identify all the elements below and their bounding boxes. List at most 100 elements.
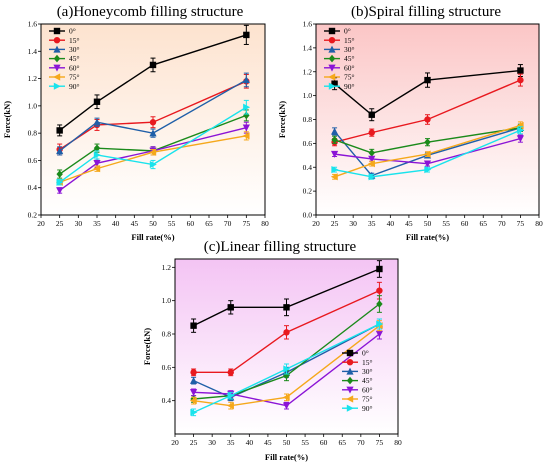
legend-item: 0° — [324, 27, 351, 36]
series-line — [193, 325, 380, 407]
legend-marker — [328, 45, 336, 53]
legend-item: 15° — [324, 36, 355, 45]
data-point — [242, 124, 250, 132]
data-point — [376, 300, 383, 308]
y-tick-label: 0.2 — [28, 211, 38, 220]
y-tick-label: 0.4 — [162, 396, 172, 405]
legend-marker — [346, 386, 354, 394]
data-point — [367, 160, 375, 168]
series-6 — [56, 99, 251, 186]
x-tick-label: 20 — [171, 438, 179, 447]
legend-marker — [328, 37, 336, 44]
x-tick-label: 35 — [227, 438, 235, 447]
series-line — [59, 34, 247, 131]
data-point — [517, 126, 525, 134]
legend-label: 60° — [362, 385, 373, 394]
x-tick-label: 30 — [75, 219, 83, 228]
data-point — [93, 118, 101, 126]
data-point — [376, 320, 384, 328]
series-line — [59, 114, 247, 175]
y-tick-label: 1.4 — [28, 47, 38, 56]
legend-item: 0° — [342, 349, 369, 358]
series-line — [59, 106, 247, 183]
data-point — [331, 135, 338, 144]
series-line — [193, 333, 380, 407]
y-tick-label: 1.4 — [303, 43, 313, 52]
series-line — [193, 323, 380, 413]
x-tick-label: 30 — [208, 438, 216, 447]
x-tick-label: 75 — [517, 219, 525, 228]
x-tick-label: 65 — [480, 219, 488, 228]
legend-label: 45° — [362, 376, 373, 385]
x-tick-label: 50 — [283, 438, 291, 447]
legend-item: 0° — [49, 27, 76, 36]
data-point — [93, 98, 101, 105]
legend-label: 60° — [344, 63, 355, 72]
x-tick-label: 60 — [461, 219, 469, 228]
legend-item: 75° — [324, 73, 355, 82]
x-tick-label: 35 — [93, 219, 101, 228]
series-line — [193, 268, 380, 327]
data-point — [283, 304, 290, 311]
legend-item: 75° — [49, 73, 80, 82]
data-point — [368, 173, 376, 181]
x-tick-label: 60 — [320, 438, 328, 447]
legend-label: 60° — [69, 63, 80, 72]
y-tick-label: 1.0 — [28, 101, 38, 110]
y-tick-label: 0.2 — [303, 187, 313, 196]
x-tick-label: 80 — [535, 219, 543, 228]
data-point — [227, 369, 234, 376]
data-point — [330, 150, 339, 158]
series-1 — [331, 73, 524, 147]
x-tick-label: 40 — [246, 438, 254, 447]
x-tick-label: 35 — [368, 219, 376, 228]
legend-label: 90° — [69, 82, 80, 91]
x-tick-label: 75 — [376, 438, 384, 447]
data-point — [189, 376, 198, 384]
data-point — [375, 330, 384, 338]
data-point — [242, 76, 250, 84]
data-point — [283, 365, 291, 373]
legend-label: 30° — [69, 45, 80, 54]
y-tick-label: 0.0 — [303, 211, 313, 220]
x-tick-label: 55 — [301, 438, 309, 447]
y-tick-label: 0.6 — [28, 156, 38, 165]
legend-marker — [53, 37, 61, 44]
data-point — [283, 329, 290, 336]
data-point — [93, 165, 101, 173]
data-point — [424, 166, 432, 174]
series-line — [193, 303, 380, 400]
data-point — [282, 402, 291, 410]
data-point — [226, 402, 234, 410]
series-line — [193, 290, 380, 374]
x-tick-label: 45 — [131, 219, 139, 228]
data-point — [368, 149, 375, 157]
y-tick-label: 0.8 — [303, 115, 313, 124]
series-line — [193, 323, 380, 399]
data-point — [331, 80, 338, 87]
data-point — [56, 187, 64, 195]
data-point — [331, 166, 339, 174]
data-point — [517, 76, 524, 84]
data-point — [190, 408, 198, 416]
x-tick-label: 70 — [498, 219, 506, 228]
y-tick-label: 1.6 — [303, 20, 313, 29]
series-6 — [331, 126, 525, 181]
legend-item: 30° — [49, 45, 80, 54]
data-point — [227, 304, 234, 311]
data-point — [149, 160, 157, 169]
legend: 0°15°30°45°60°75°90° — [49, 27, 80, 91]
data-point — [243, 31, 250, 39]
x-tick-label: 80 — [394, 438, 402, 447]
y-tick-label: 1.6 — [28, 20, 38, 29]
x-tick-label: 55 — [442, 219, 450, 228]
legend-label: 75° — [344, 73, 355, 82]
data-point — [376, 265, 383, 273]
legend-item: 90° — [49, 82, 80, 91]
data-point — [56, 147, 64, 155]
data-point — [424, 138, 431, 146]
legend-marker — [53, 45, 61, 53]
y-tick-label: 0.4 — [303, 163, 313, 172]
x-tick-label: 30 — [349, 219, 357, 228]
x-tick-label: 45 — [405, 219, 413, 228]
